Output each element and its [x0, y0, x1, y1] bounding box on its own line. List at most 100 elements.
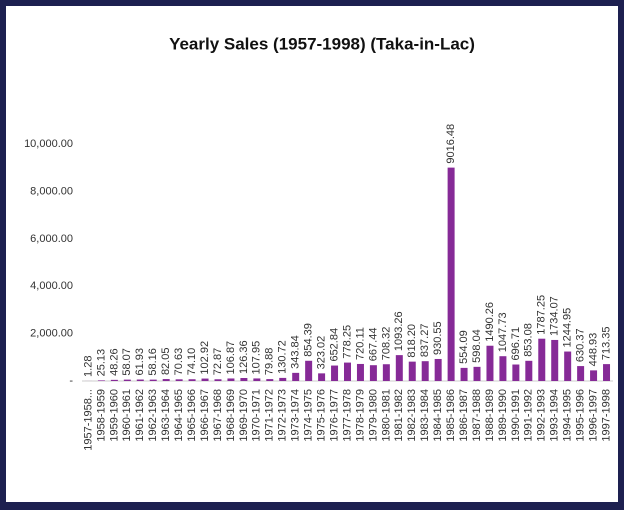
data-label: 106.87 — [225, 341, 237, 375]
data-label: 58.16 — [147, 348, 159, 376]
data-label: 448.93 — [587, 333, 599, 367]
bar — [499, 356, 506, 381]
x-tick-label: 1996-1997 — [587, 389, 599, 442]
data-label: 1734.07 — [549, 296, 561, 336]
data-label: 1.28 — [82, 356, 94, 377]
x-tick-label: 1986-1987 — [458, 389, 470, 442]
x-tick-label: 1962-1963 — [147, 389, 159, 442]
bar — [396, 355, 403, 381]
x-tick-label: 1970-1971 — [251, 389, 263, 442]
bar — [344, 363, 351, 381]
data-label: 720.11 — [354, 327, 366, 360]
x-tick-label: 1991-1992 — [523, 389, 535, 442]
bar — [111, 380, 118, 381]
data-label: 1244.95 — [562, 308, 574, 348]
x-tick-label: 1961-1962 — [134, 389, 146, 442]
bar — [383, 364, 390, 381]
x-tick-label: 1967-1968 — [212, 389, 224, 442]
x-tick-label: 1980-1981 — [380, 389, 392, 442]
data-label: 72.87 — [212, 348, 224, 376]
bar — [564, 352, 571, 381]
bar — [292, 373, 299, 381]
x-tick-label: 1994-1995 — [562, 389, 574, 442]
x-tick-label: 1978-1979 — [354, 389, 366, 442]
data-label: 9016.48 — [445, 124, 457, 164]
data-label: 930.55 — [432, 321, 444, 355]
bar — [486, 346, 493, 381]
chart-title: Yearly Sales (1957-1998) (Taka-in-Lac) — [169, 34, 475, 53]
y-tick-label: 10,000.00 — [24, 138, 73, 150]
x-tick-label: 1988-1989 — [484, 389, 496, 442]
data-label: 25.13 — [95, 349, 107, 377]
bar — [137, 380, 144, 381]
bar — [435, 359, 442, 381]
bar — [318, 373, 325, 381]
x-tick-label: 1960-1961 — [121, 389, 133, 442]
bar — [124, 380, 131, 381]
x-tick-label: 1958-1959 — [95, 389, 107, 442]
bar — [357, 364, 364, 381]
bar — [253, 378, 260, 381]
bar — [590, 370, 597, 381]
bar — [474, 367, 481, 381]
x-tick-label: 1959-1960 — [108, 389, 120, 442]
data-label: 70.63 — [173, 348, 185, 376]
bar — [279, 378, 286, 381]
y-tick-label: 2,000.00 — [30, 328, 73, 340]
data-label: 667.44 — [367, 328, 379, 362]
x-tick-label: 1997-1998 — [600, 389, 612, 442]
x-tick-label: 1981-1982 — [393, 389, 405, 442]
x-tick-label: 1983-1984 — [419, 389, 431, 442]
data-label: 343.84 — [290, 335, 302, 369]
x-tick-label: 1977-1978 — [341, 389, 353, 442]
y-tick-label: 6,000.00 — [30, 233, 73, 245]
bar — [163, 379, 170, 381]
x-tick-label: 1974-1975 — [303, 389, 315, 442]
bar — [227, 378, 234, 381]
x-tick-label: 1957-1958... — [82, 389, 94, 451]
data-label: 323.02 — [316, 336, 328, 370]
bar — [214, 379, 221, 381]
x-tick-label: 1971-1972 — [264, 389, 276, 442]
data-label: 778.25 — [341, 325, 353, 359]
bar — [305, 361, 312, 381]
x-tick-label: 1989-1990 — [497, 389, 509, 442]
bar — [202, 379, 209, 381]
x-tick-label: 1968-1969 — [225, 389, 237, 442]
x-tick-label: 1985-1986 — [445, 389, 457, 442]
bar — [240, 378, 247, 381]
bar — [266, 379, 273, 381]
bar — [577, 366, 584, 381]
data-label: 652.84 — [328, 328, 340, 362]
x-tick-label: 1976-1977 — [328, 389, 340, 442]
x-tick-label: 1965-1966 — [186, 389, 198, 442]
x-tick-label: 1979-1980 — [367, 389, 379, 442]
data-label: 854.39 — [303, 323, 315, 357]
bar — [409, 362, 416, 381]
data-label: 102.92 — [199, 341, 211, 375]
x-tick-label: 1993-1994 — [549, 389, 561, 442]
data-label: 708.32 — [380, 327, 392, 361]
data-label: 126.36 — [238, 340, 250, 374]
data-label: 696.71 — [510, 327, 522, 361]
x-tick-label: 1984-1985 — [432, 389, 444, 442]
bar — [370, 365, 377, 381]
data-label: 713.35 — [600, 326, 612, 360]
data-label: 837.27 — [419, 324, 431, 358]
bar — [331, 366, 338, 381]
data-label: 1093.26 — [393, 311, 405, 351]
x-tick-label: 1990-1991 — [510, 389, 522, 442]
y-tick-label: - — [69, 375, 73, 387]
bar — [551, 340, 558, 381]
x-tick-label: 1972-1973 — [277, 389, 289, 442]
data-label: 1490.26 — [484, 302, 496, 342]
data-label: 630.37 — [575, 328, 587, 362]
y-tick-label: 4,000.00 — [30, 280, 73, 292]
data-label: 598.04 — [471, 329, 483, 363]
x-tick-label: 1964-1965 — [173, 389, 185, 442]
bar — [461, 368, 468, 381]
bar — [98, 380, 105, 381]
data-label: 48.26 — [108, 348, 120, 376]
